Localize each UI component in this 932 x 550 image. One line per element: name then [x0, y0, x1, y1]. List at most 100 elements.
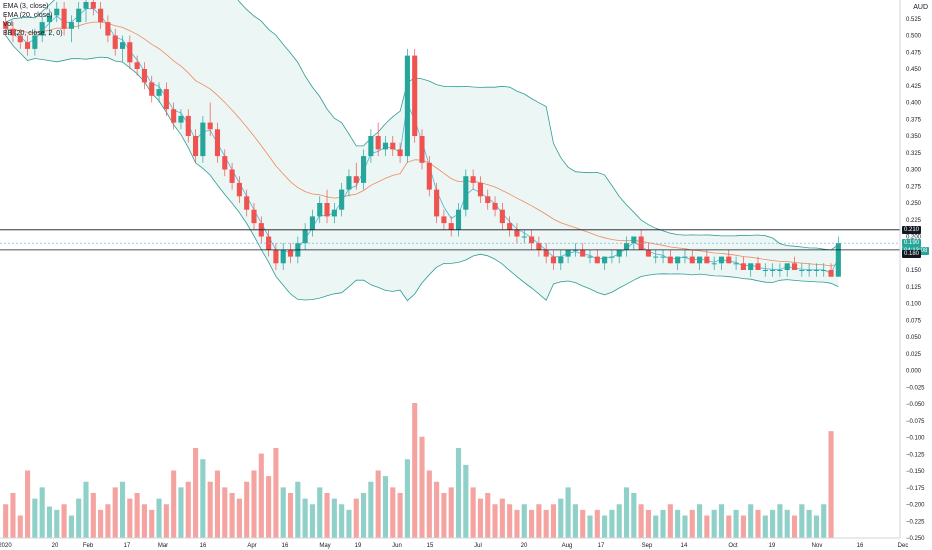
volume-bar	[287, 493, 294, 538]
candle-body	[514, 229, 520, 237]
candle-body	[697, 256, 703, 264]
volume-bar	[667, 504, 673, 538]
candle	[529, 229, 535, 250]
candle	[660, 249, 666, 264]
y-tick-label: 0.100	[906, 302, 922, 308]
volume-bar	[448, 487, 454, 538]
candle-body	[90, 2, 96, 9]
candle	[740, 256, 746, 270]
candle-body	[448, 223, 454, 230]
volume-bar	[726, 515, 732, 538]
candle	[361, 149, 367, 190]
y-tick-label: 0.275	[906, 184, 922, 190]
volume-bar	[609, 509, 615, 538]
candle-body	[353, 176, 359, 183]
legend-bb[interactable]: BB (20, close, 2, 0)	[3, 30, 63, 37]
candle	[667, 249, 673, 264]
candle-body	[134, 62, 140, 69]
x-tick-label: Jul	[474, 543, 482, 549]
volume-bar	[185, 481, 191, 538]
candle-body	[309, 216, 315, 230]
candle-body	[660, 256, 666, 258]
candle	[675, 256, 681, 270]
candle	[222, 149, 228, 177]
candle	[83, 0, 89, 23]
volume-bar	[748, 504, 754, 538]
candle-body	[821, 270, 827, 271]
candle	[32, 28, 38, 56]
y-tick-label: 0.250	[906, 201, 922, 207]
candle	[207, 102, 213, 136]
candle-body	[594, 256, 600, 264]
candle	[543, 243, 549, 264]
volume-bar	[324, 493, 330, 538]
legend-ema-slow[interactable]: EMA (20, close)	[3, 12, 53, 19]
volume-bar	[229, 493, 235, 538]
candle	[653, 249, 659, 264]
volume-bar	[207, 481, 213, 538]
volume-bar	[631, 493, 637, 538]
volume-bar	[777, 504, 783, 538]
volume-bar	[361, 493, 367, 538]
candle	[697, 256, 703, 270]
candle-body	[543, 249, 549, 257]
y-tick-label: 0.075	[906, 318, 922, 324]
volume-bar	[426, 470, 432, 538]
candle-body	[587, 256, 593, 258]
legend-vol[interactable]: Vol	[3, 21, 13, 28]
volume-bar	[39, 487, 45, 538]
volume-bar	[397, 493, 403, 538]
currency-label[interactable]: AUD	[913, 4, 928, 11]
candle-body	[236, 182, 242, 197]
candle-body	[463, 176, 469, 210]
y-tick-label: 0.125	[906, 285, 922, 291]
candle-body	[740, 263, 746, 270]
volume-bar	[258, 453, 264, 538]
candle-body	[470, 176, 476, 183]
volume-bar	[317, 487, 323, 538]
y-tick-label: −0.225	[906, 519, 925, 525]
candle-body	[434, 189, 440, 217]
candle-body	[171, 109, 177, 123]
volume-bar	[10, 493, 16, 538]
candle-body	[156, 89, 162, 96]
candle	[76, 2, 82, 29]
candle-body	[302, 229, 308, 244]
bollinger-upper-band	[5, 0, 839, 251]
volume-bar	[83, 481, 89, 538]
candle-body	[149, 82, 155, 96]
y-tick-label: −0.100	[906, 436, 925, 442]
candle	[682, 249, 688, 264]
y-tick-label: 0.425	[906, 84, 922, 90]
volume-bar	[266, 476, 272, 538]
x-tick-label: 16	[282, 543, 289, 549]
candle-body	[806, 270, 812, 271]
volume-bar	[163, 504, 169, 538]
candle-body	[76, 8, 82, 23]
x-tick-label: 19	[769, 543, 776, 549]
volume-bar	[412, 403, 418, 538]
candle-body	[799, 270, 805, 271]
volume-bar	[200, 459, 206, 538]
volume-bar	[580, 509, 586, 538]
candle-body	[105, 22, 111, 36]
volume-bar	[704, 515, 710, 538]
candle	[90, 0, 96, 16]
candle-body	[178, 115, 184, 123]
volume-bar	[419, 436, 425, 538]
candle-body	[287, 249, 294, 257]
legend-ema-fast[interactable]: EMA (3, close)	[3, 3, 49, 10]
candle-body	[813, 270, 819, 271]
x-tick-label: Feb	[83, 543, 94, 549]
candle	[521, 229, 527, 244]
candle-body	[163, 89, 169, 110]
volume-bar	[762, 515, 768, 538]
candle-body	[368, 136, 374, 157]
volume-bar	[25, 470, 31, 538]
volume-bar	[112, 487, 118, 538]
candle	[616, 249, 622, 264]
candle	[470, 169, 476, 190]
volume-bar	[309, 504, 315, 538]
volume-bar	[76, 498, 82, 538]
